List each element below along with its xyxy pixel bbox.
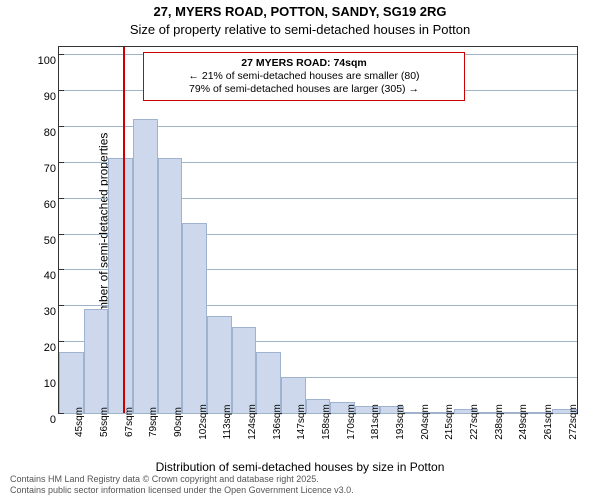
x-tick-label: 261sqm [543,404,554,440]
x-tick-label: 102sqm [198,404,209,440]
histogram-bar [232,327,257,413]
x-tick-label: 147sqm [296,404,307,440]
chart-title-address: 27, MYERS ROAD, POTTON, SANDY, SG19 2RG [0,4,600,19]
x-tick-label: 272sqm [568,404,579,440]
histogram-bar [182,223,207,413]
x-tick-label: 249sqm [518,404,529,440]
x-tick-label: 113sqm [222,405,233,440]
x-tick-label: 238sqm [494,404,505,440]
callout-box: 27 MYERS ROAD: 74sqm← 21% of semi-detach… [143,52,465,101]
y-axis-ticks: 0102030405060708090100 [22,46,56,414]
y-tick-label: 60 [26,199,56,211]
x-tick-label: 79sqm [148,407,159,437]
x-tick-label: 181sqm [370,404,381,440]
x-tick-label: 193sqm [395,404,406,440]
x-tick-label: 170sqm [346,404,357,440]
y-tick-label: 90 [26,91,56,103]
x-tick-label: 227sqm [469,404,480,440]
y-tick-label: 50 [26,235,56,247]
y-tick-label: 70 [26,163,56,175]
y-tick-label: 10 [26,378,56,390]
x-tick-label: 45sqm [74,407,85,437]
x-tick-label: 136sqm [272,404,283,440]
x-tick-label: 67sqm [124,407,135,437]
y-tick-label: 0 [26,414,56,426]
histogram-bar [84,309,109,413]
histogram-bar [108,158,133,413]
marker-line [123,47,125,413]
histogram-bar [158,158,183,413]
y-tick-label: 20 [26,342,56,354]
y-tick-label: 30 [26,306,56,318]
x-axis-label: Distribution of semi-detached houses by … [0,460,600,474]
x-tick-label: 56sqm [99,407,110,437]
x-tick-label: 124sqm [247,404,258,440]
y-tick-label: 100 [26,55,56,67]
histogram-bar [207,316,232,413]
x-tick-label: 215sqm [444,404,455,440]
chart-title-desc: Size of property relative to semi-detach… [0,22,600,37]
x-tick-label: 158sqm [321,404,332,440]
x-tick-label: 90sqm [173,407,184,437]
x-axis-ticks: 45sqm56sqm67sqm79sqm90sqm102sqm113sqm124… [58,420,578,460]
footer-attribution: Contains HM Land Registry data © Crown c… [10,474,354,496]
x-tick-label: 204sqm [420,404,431,440]
histogram-bar [59,352,84,413]
histogram-bar [133,119,158,413]
y-tick-label: 40 [26,270,56,282]
plot-area: 27 MYERS ROAD: 74sqm← 21% of semi-detach… [58,46,578,414]
y-tick-label: 80 [26,127,56,139]
